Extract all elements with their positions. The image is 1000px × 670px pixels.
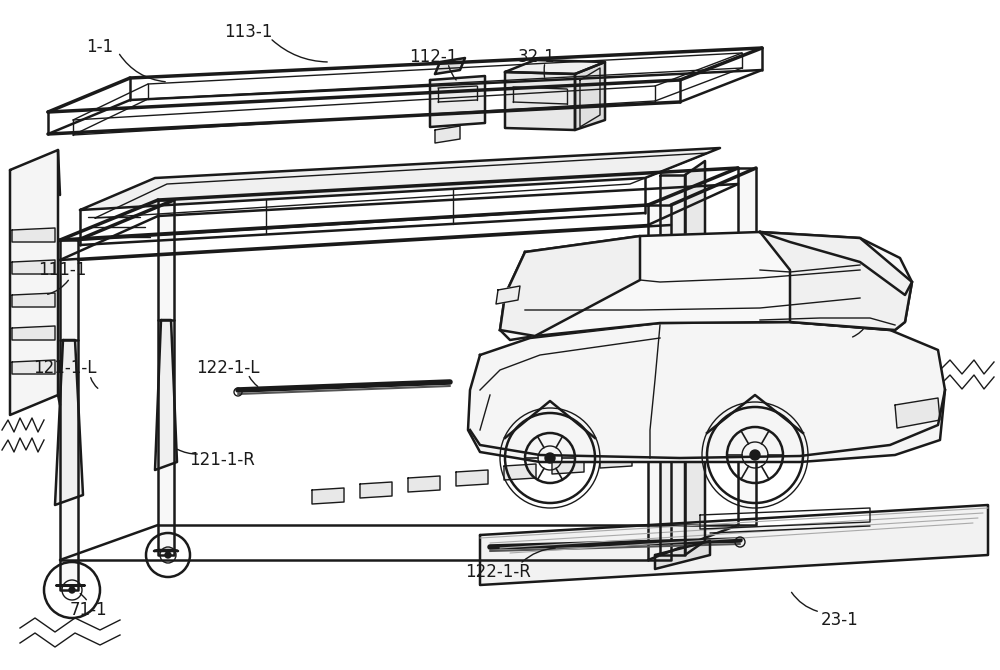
Text: 32-1: 32-1 xyxy=(518,48,556,66)
Polygon shape xyxy=(360,482,392,498)
Polygon shape xyxy=(408,476,440,492)
Polygon shape xyxy=(700,508,870,529)
Circle shape xyxy=(750,450,760,460)
Polygon shape xyxy=(55,340,83,505)
Polygon shape xyxy=(552,458,584,474)
Polygon shape xyxy=(456,470,488,486)
Text: 121-1-R: 121-1-R xyxy=(189,451,255,469)
Polygon shape xyxy=(500,236,640,336)
Polygon shape xyxy=(12,228,55,242)
Polygon shape xyxy=(500,232,912,340)
Polygon shape xyxy=(154,550,178,551)
Text: 122-1-L: 122-1-L xyxy=(196,359,260,377)
Polygon shape xyxy=(80,148,720,210)
Polygon shape xyxy=(895,398,940,428)
Polygon shape xyxy=(155,320,177,470)
Polygon shape xyxy=(435,58,465,74)
Polygon shape xyxy=(575,62,605,130)
Text: 122-1-R: 122-1-R xyxy=(465,563,531,581)
Text: 23-1: 23-1 xyxy=(821,611,859,629)
Polygon shape xyxy=(504,464,536,480)
Polygon shape xyxy=(600,452,632,468)
Polygon shape xyxy=(580,68,600,127)
Polygon shape xyxy=(468,322,945,462)
Polygon shape xyxy=(158,200,174,555)
Polygon shape xyxy=(12,293,55,307)
Text: 111-1: 111-1 xyxy=(38,261,86,279)
Polygon shape xyxy=(760,232,912,330)
Text: 1-1: 1-1 xyxy=(86,38,114,56)
Polygon shape xyxy=(505,60,605,74)
Text: 53-1: 53-1 xyxy=(859,306,897,324)
Polygon shape xyxy=(648,205,671,560)
Circle shape xyxy=(545,453,555,463)
Polygon shape xyxy=(660,175,685,555)
Text: 121-1-L: 121-1-L xyxy=(33,359,97,377)
Text: 113-1: 113-1 xyxy=(224,23,272,41)
Text: 71-1: 71-1 xyxy=(69,601,107,619)
Polygon shape xyxy=(480,505,988,585)
Text: 6-1-1: 6-1-1 xyxy=(608,263,652,281)
Polygon shape xyxy=(505,72,575,130)
Polygon shape xyxy=(12,360,55,374)
Polygon shape xyxy=(60,240,78,590)
Polygon shape xyxy=(12,326,55,340)
Circle shape xyxy=(69,587,75,593)
Text: 112-1: 112-1 xyxy=(409,48,457,66)
Polygon shape xyxy=(738,168,756,525)
Polygon shape xyxy=(435,126,460,143)
Circle shape xyxy=(165,552,171,558)
Polygon shape xyxy=(685,161,705,555)
Polygon shape xyxy=(10,150,58,415)
Polygon shape xyxy=(312,488,344,504)
Polygon shape xyxy=(496,286,520,304)
Polygon shape xyxy=(430,76,485,127)
Polygon shape xyxy=(12,260,55,274)
Polygon shape xyxy=(655,541,710,569)
